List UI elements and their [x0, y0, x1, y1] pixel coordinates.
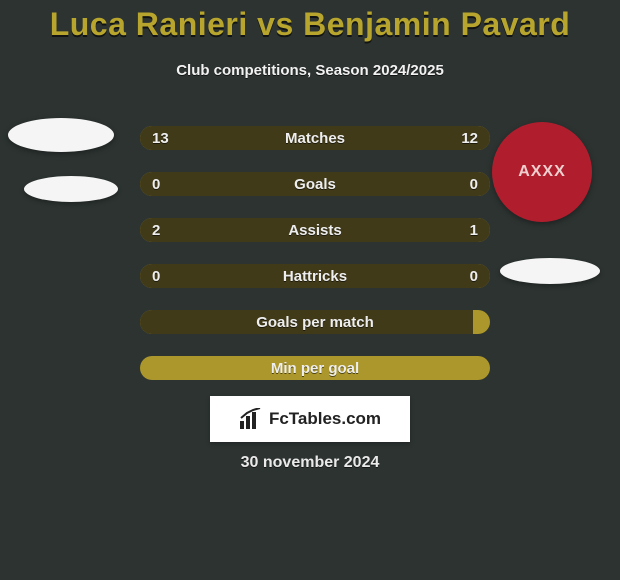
- stat-value-right: 0: [458, 172, 490, 196]
- watermark-chart-icon: [239, 408, 263, 430]
- stat-value-right: 12: [449, 126, 490, 150]
- stat-value-right: 1: [458, 218, 490, 242]
- player2-avatar: AXXX: [492, 122, 592, 222]
- stat-row: Min per goal: [140, 356, 490, 380]
- stat-value-left: 13: [140, 126, 181, 150]
- generated-date: 30 november 2024: [0, 454, 620, 472]
- stat-label: Matches: [285, 130, 345, 147]
- stat-value-right: 0: [458, 264, 490, 288]
- stat-label: Min per goal: [271, 360, 359, 377]
- stat-value-left: 2: [140, 218, 172, 242]
- stat-label: Goals per match: [256, 314, 374, 331]
- stat-label: Goals: [294, 176, 336, 193]
- player1-club-chip: [24, 176, 118, 202]
- title-separator: vs: [257, 6, 294, 42]
- stats-area: 13 12 Matches 0 0 Goals 2 1 Assists 0 0 Hattricks Go…: [140, 126, 490, 402]
- player1-avatar: [8, 118, 114, 152]
- watermark-text: FcTables.com: [269, 409, 381, 429]
- stat-row: 0 0 Goals: [140, 172, 490, 196]
- page-title: Luca Ranieri vs Benjamin Pavard: [0, 6, 620, 43]
- stat-row: 13 12 Matches: [140, 126, 490, 150]
- player2-avatar-text: AXXX: [492, 122, 592, 222]
- stat-row: 0 0 Hattricks: [140, 264, 490, 288]
- stat-row: Goals per match: [140, 310, 490, 334]
- stat-row: 2 1 Assists: [140, 218, 490, 242]
- watermark: FcTables.com: [210, 396, 410, 442]
- player2-club-chip: [500, 258, 600, 284]
- subtitle: Club competitions, Season 2024/2025: [0, 62, 620, 79]
- player1-name: Luca Ranieri: [50, 6, 248, 42]
- stat-label: Assists: [288, 222, 341, 239]
- comparison-infographic: Luca Ranieri vs Benjamin Pavard Club com…: [0, 0, 620, 580]
- player2-name: Benjamin Pavard: [303, 6, 570, 42]
- stat-label: Hattricks: [283, 268, 347, 285]
- stat-value-left: 0: [140, 172, 172, 196]
- stat-value-left: 0: [140, 264, 172, 288]
